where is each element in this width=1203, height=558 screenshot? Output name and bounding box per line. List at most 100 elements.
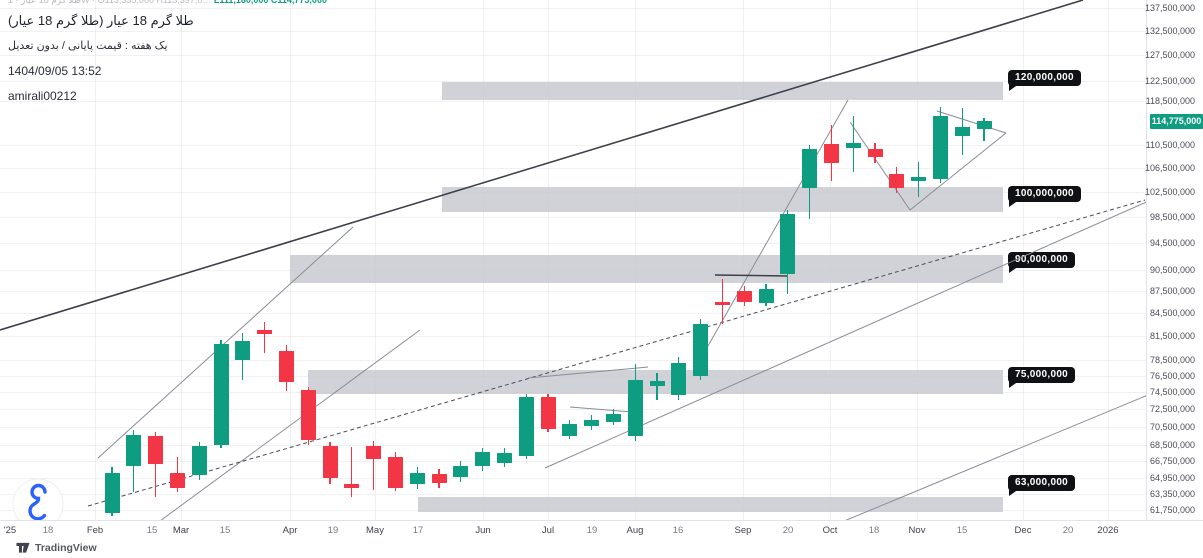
time-axis-label: Sep <box>734 525 752 536</box>
candle-wick <box>372 441 375 490</box>
time-axis-label: May <box>366 525 384 536</box>
price-axis-label: 94,500,000 <box>1149 238 1195 249</box>
zone-price-label[interactable]: 100,000,000 <box>1008 186 1081 207</box>
time-axis-label: Oct <box>822 525 838 536</box>
time-axis-label: 18 <box>42 525 54 536</box>
candle-wick <box>154 432 157 498</box>
time-axis-label: Dec <box>1014 525 1032 536</box>
candle-body <box>627 379 643 436</box>
h-gridline <box>0 101 1146 103</box>
time-axis-label: Feb <box>86 525 104 536</box>
candle-body <box>257 329 273 334</box>
candle-body <box>867 149 883 157</box>
h-gridline <box>0 359 1146 361</box>
price-axis-label: 132,500,000 <box>1144 26 1195 37</box>
price-zone <box>442 187 1003 213</box>
h-gridline <box>0 313 1146 315</box>
time-axis-label: 2026 <box>1097 525 1119 536</box>
ohlc-legend-line: طلا گرم 18 عیار · 1W · O113,335,000 H113… <box>8 0 327 6</box>
time-axis[interactable]: '25 18 Feb 15 Mar 15 Apr 19 May 17 Jun Jul 19 Aug 16 Se… <box>0 520 1203 539</box>
time-axis-label: 20 <box>1062 525 1074 536</box>
h-gridline <box>0 168 1146 170</box>
price-axis-label: 76,500,000 <box>1149 370 1195 381</box>
price-axis[interactable]: 137,500,000 132,500,000 127,500,000 122,500… <box>1144 0 1203 520</box>
h-gridline <box>0 409 1146 411</box>
price-zone <box>418 497 1003 512</box>
candle-body <box>693 323 709 376</box>
candle-body <box>104 473 120 513</box>
candle-body <box>976 121 992 130</box>
price-axis-label: 127,500,000 <box>1144 50 1195 61</box>
time-axis-label: Jul <box>541 525 555 536</box>
tradingview-logo-icon <box>16 542 30 553</box>
h-gridline <box>0 80 1146 82</box>
candle-body <box>584 419 600 427</box>
time-axis-label: 20 <box>782 525 794 536</box>
candle-body <box>562 424 578 436</box>
candle-body <box>823 144 839 163</box>
candle-body <box>126 434 142 467</box>
h-gridline <box>0 217 1146 219</box>
price-axis-label: 81,500,000 <box>1149 331 1195 342</box>
price-axis-label: 63,350,000 <box>1149 488 1195 499</box>
zone-price-label[interactable]: 120,000,000 <box>1008 70 1081 91</box>
ohlc-legend-prefix: طلا گرم 18 عیار · 1W · O113,335,000 H113… <box>8 0 212 5</box>
price-zone <box>442 82 1003 101</box>
h-gridline <box>0 145 1146 147</box>
candle-wick <box>351 446 353 498</box>
h-gridline <box>0 55 1146 57</box>
h-gridline <box>0 291 1146 293</box>
v-gridline <box>1108 0 1109 520</box>
candle-wick <box>263 321 266 354</box>
price-axis-label: 68,500,000 <box>1149 439 1195 450</box>
candle-body <box>845 142 861 148</box>
price-axis-label: 66,750,000 <box>1149 456 1195 467</box>
price-axis-label: 106,500,000 <box>1144 163 1195 174</box>
candle-body <box>169 473 185 488</box>
time-axis-label: Apr <box>282 525 298 536</box>
candle-body <box>758 289 774 304</box>
candle-wick <box>721 278 724 324</box>
time-axis-label: 17 <box>412 525 424 536</box>
price-axis-label: 74,500,000 <box>1149 387 1195 398</box>
time-axis-label: 19 <box>586 525 598 536</box>
price-axis-label: 110,500,000 <box>1145 140 1195 151</box>
candle-body <box>300 389 316 441</box>
h-gridline <box>0 493 1146 495</box>
candle-body <box>911 176 927 181</box>
zone-price-label[interactable]: 75,000,000 <box>1008 367 1076 388</box>
chart-legend: طلا گرم 18 عیار · 1W · O113,335,000 H113… <box>8 0 327 103</box>
price-axis-label: 87,500,000 <box>1149 286 1195 297</box>
time-axis-label: 18 <box>868 525 880 536</box>
candle-body <box>932 116 948 179</box>
time-axis-label: Nov <box>908 525 926 536</box>
h-gridline <box>0 478 1146 480</box>
candle-body <box>496 453 512 463</box>
price-axis-label: 90,500,000 <box>1149 265 1195 276</box>
price-axis-label: 78,500,000 <box>1149 354 1195 365</box>
candle-body <box>518 397 534 457</box>
candle-body <box>387 456 403 488</box>
price-axis-label: 137,500,000 <box>1144 3 1195 14</box>
chart-plot-area[interactable]: 120,000,000 100,000,000 90,000,000 75,000,0… <box>0 0 1146 520</box>
price-axis-label: 84,500,000 <box>1149 308 1195 319</box>
zone-price-label[interactable]: 63,000,000 <box>1008 475 1076 496</box>
candle-body <box>191 445 207 475</box>
tradingview-attribution-link[interactable]: TradingView <box>35 542 97 554</box>
h-gridline <box>0 461 1146 463</box>
candle-wick <box>983 117 985 142</box>
ohlc-legend-values: L111,180,000 C114,775,000 <box>213 0 327 5</box>
candle-body <box>453 466 469 477</box>
price-axis-label: 64,950,000 <box>1149 473 1195 484</box>
time-axis-label: Mar <box>172 525 190 536</box>
symbol-title[interactable]: طلا گرم 18 عیار (طلا گرم 18 عیار) <box>8 13 194 28</box>
v-gridline <box>181 0 182 520</box>
h-gridline <box>0 31 1146 33</box>
candle-body <box>605 413 621 422</box>
h-gridline <box>0 336 1146 338</box>
time-axis-label: 15 <box>219 525 231 536</box>
price-axis-label: 118,500,000 <box>1145 96 1195 107</box>
time-axis-label: '25 <box>3 525 17 536</box>
time-axis-label: Aug <box>626 525 644 536</box>
candle-body <box>780 214 796 274</box>
